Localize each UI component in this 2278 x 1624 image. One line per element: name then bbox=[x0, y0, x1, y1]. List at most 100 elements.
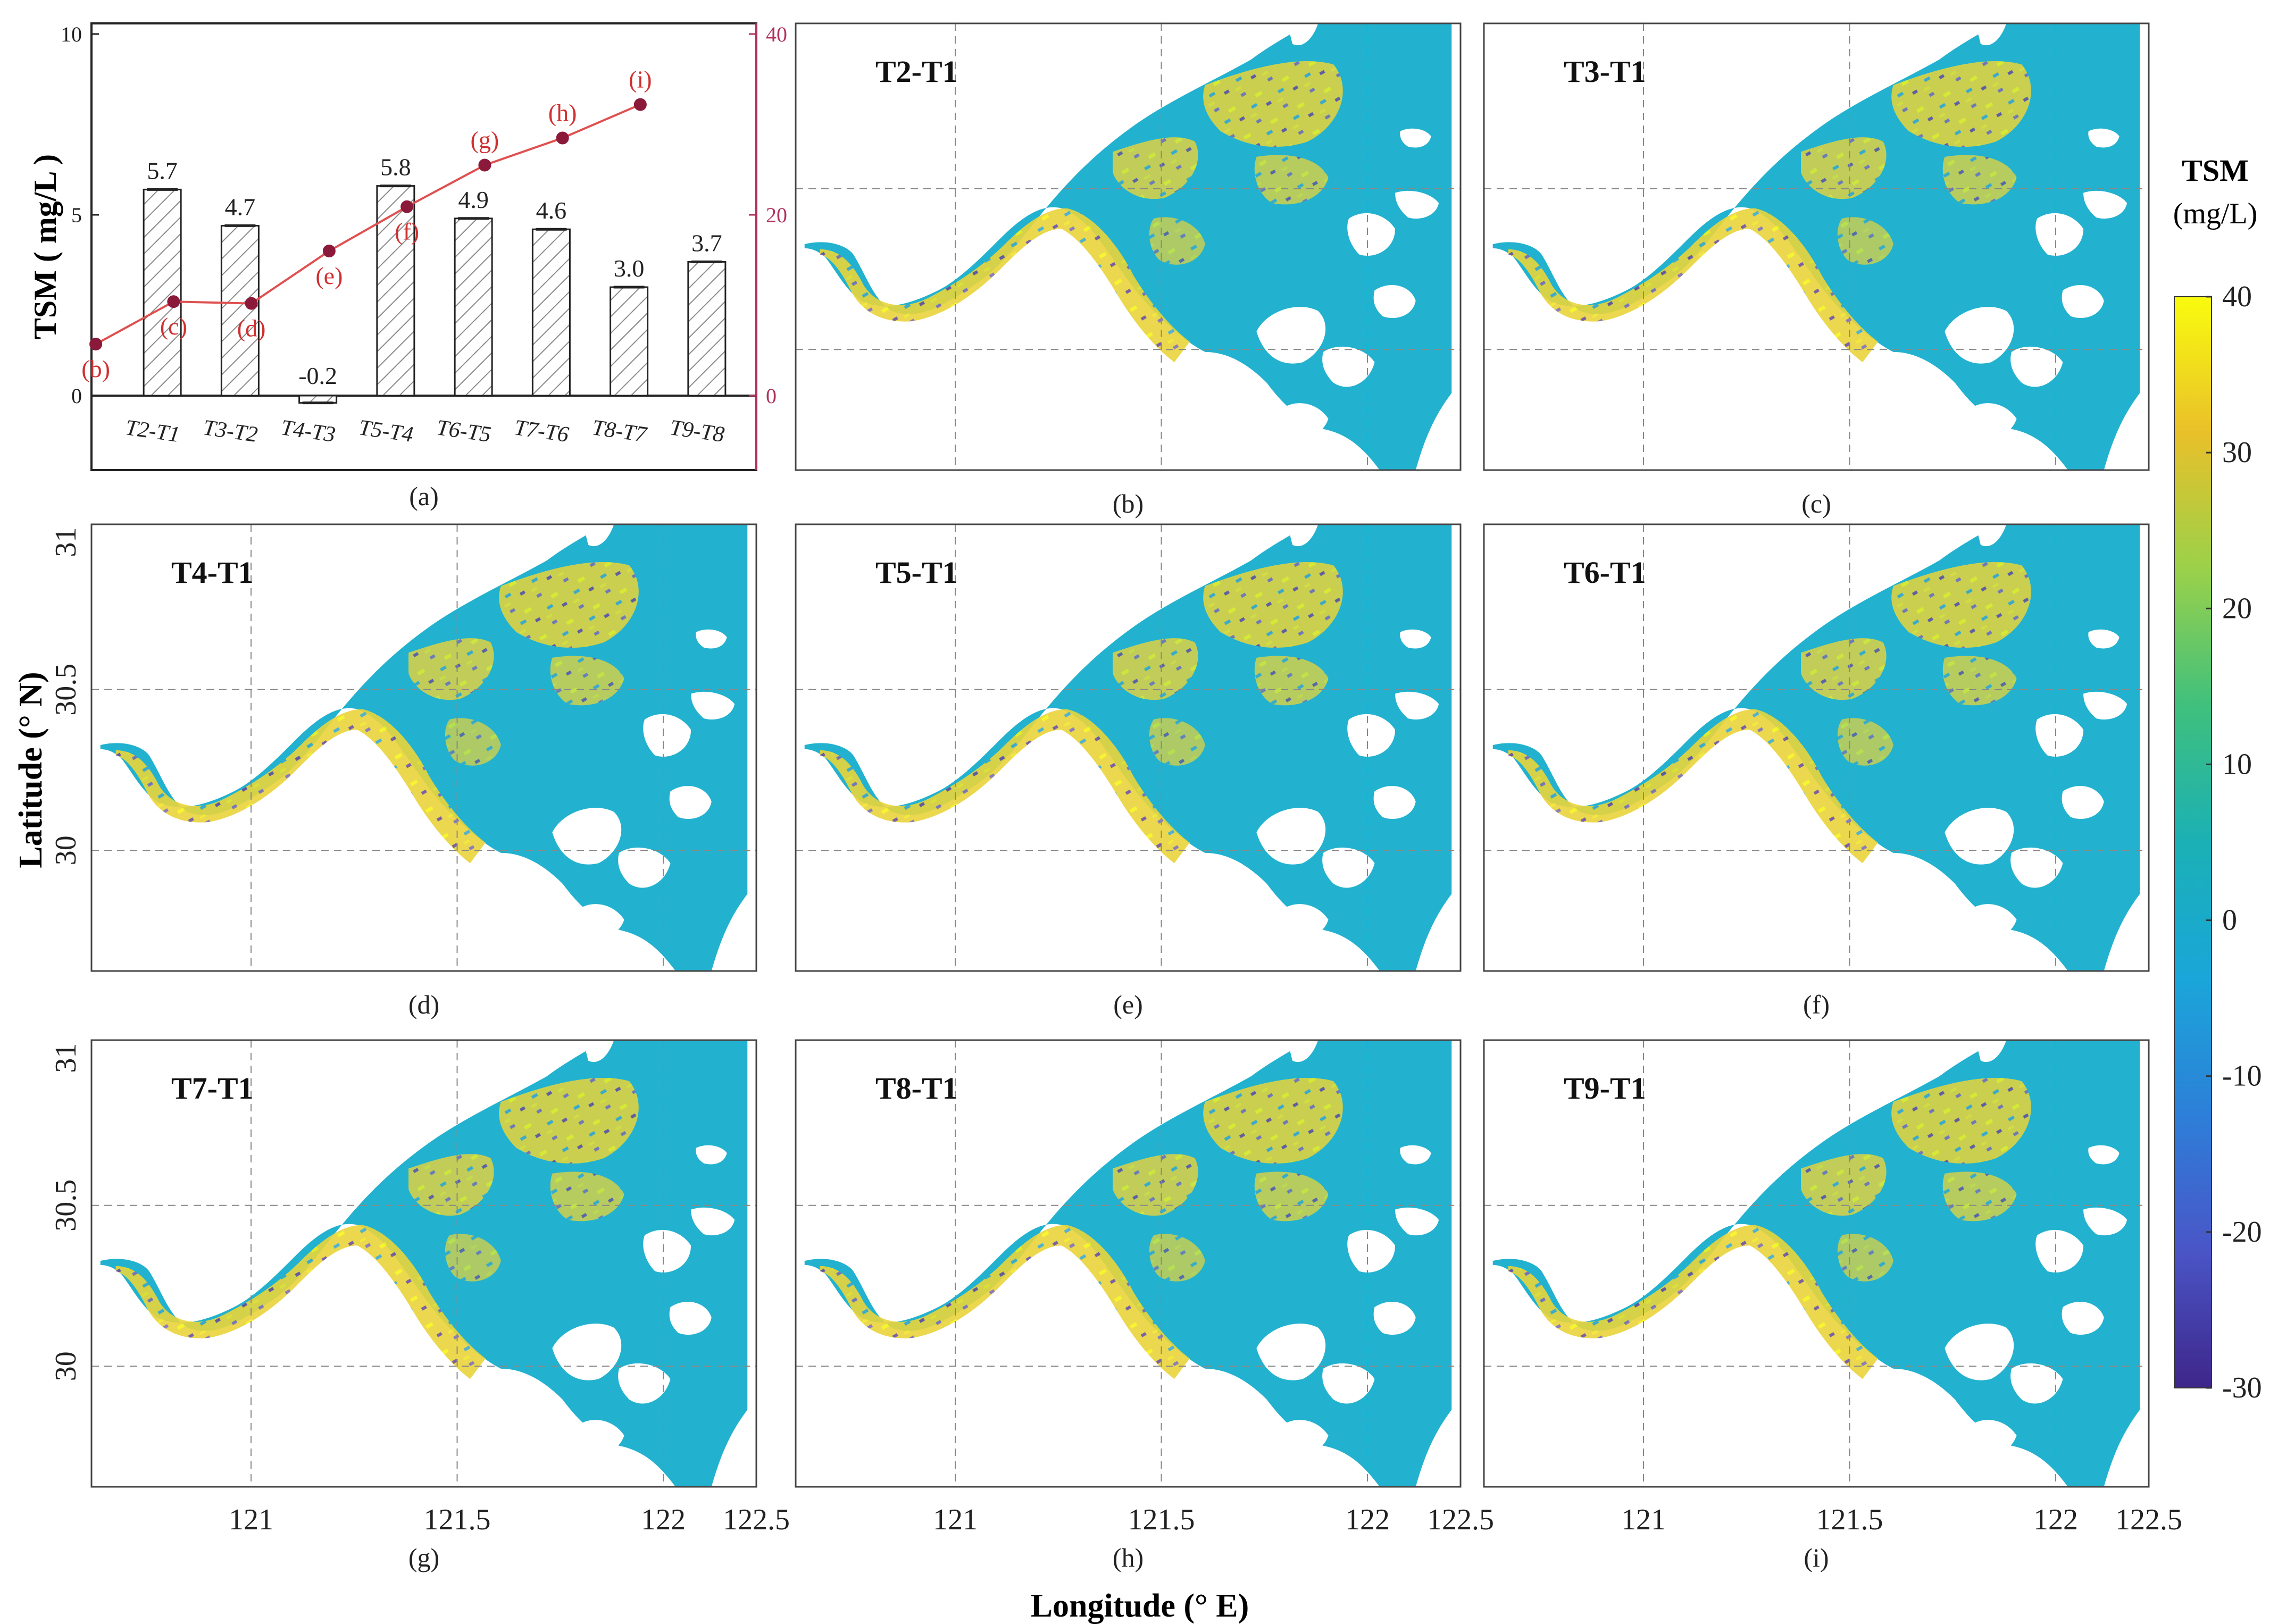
lon-tick-label: 122 bbox=[641, 1503, 686, 1536]
map-title: T3-T1 bbox=[1564, 54, 1646, 89]
map-title: T2-T1 bbox=[875, 54, 958, 89]
colorbar-tick-label: -20 bbox=[2222, 1216, 2262, 1249]
line-marker bbox=[245, 297, 258, 310]
lon-tick-label: 122.5 bbox=[1427, 1503, 1494, 1536]
right-tick-label: 20 bbox=[766, 203, 787, 227]
bar-value-label: 3.0 bbox=[614, 255, 645, 282]
colorbar-tick-label: 20 bbox=[2222, 592, 2252, 625]
map-panel: T9-T1 (i) 121 121.5 122 122.5 bbox=[1483, 1039, 2182, 1572]
map-panel-id: (h) bbox=[1113, 1543, 1144, 1572]
colorbar-unit: (mg/L) bbox=[2173, 197, 2258, 230]
lon-tick-label: 121 bbox=[933, 1503, 978, 1536]
line-marker bbox=[167, 295, 180, 308]
colorbar: TSM (mg/L) 40 30 20 10 0 -10 -20 -30 bbox=[2173, 153, 2262, 1404]
map-panel: T8-T1 (h) 121 121.5 122 122.5 bbox=[795, 1039, 1494, 1572]
line-marker bbox=[400, 200, 414, 213]
map-title: T6-T1 bbox=[1564, 555, 1646, 590]
lat-tick-label: 30.5 bbox=[49, 664, 82, 716]
map-title: T4-T1 bbox=[171, 555, 254, 590]
lon-tick-label: 121 bbox=[229, 1503, 273, 1536]
map-title: T7-T1 bbox=[171, 1071, 254, 1106]
map-frame bbox=[90, 523, 757, 972]
colorbar-tick-label: -30 bbox=[2222, 1371, 2262, 1404]
line-point-label: (d) bbox=[237, 315, 266, 342]
bar-value-label: 5.8 bbox=[380, 154, 411, 181]
map-panel: T6-T1 (f) bbox=[1483, 523, 2150, 1019]
map-title: T9-T1 bbox=[1564, 1071, 1646, 1106]
map-panel: T4-T1 (d) 31 30.5 30 bbox=[49, 523, 757, 1019]
bar bbox=[531, 228, 571, 397]
map-frame bbox=[795, 523, 1462, 972]
map-frame bbox=[1483, 22, 2150, 471]
bar-value-label: 4.9 bbox=[458, 186, 489, 213]
lat-tick-label: 30.5 bbox=[49, 1179, 82, 1232]
lon-tick-label: 121.5 bbox=[1128, 1503, 1195, 1536]
lon-tick-label: 122.5 bbox=[2115, 1503, 2182, 1536]
panel-a-ylabel: TSM ( mg/L ) bbox=[28, 154, 63, 339]
line-marker bbox=[556, 131, 569, 145]
map-panel-id: (g) bbox=[408, 1543, 439, 1572]
colorbar-title: TSM bbox=[2182, 153, 2249, 188]
line-point-label: (f) bbox=[395, 218, 419, 245]
lon-tick-label: 121.5 bbox=[1816, 1503, 1883, 1536]
bar-value-label: 3.7 bbox=[691, 229, 722, 256]
left-tick-label: 5 bbox=[71, 203, 82, 227]
map-frame bbox=[1483, 523, 2150, 972]
bar-value-label: 5.7 bbox=[147, 157, 178, 184]
map-title: T8-T1 bbox=[875, 1071, 958, 1106]
colorbar-tick-label: 40 bbox=[2222, 280, 2252, 313]
map-panel: T2-T1 (b) bbox=[795, 22, 1462, 518]
colorbar-tick-label: 30 bbox=[2222, 436, 2252, 469]
cumulative-line bbox=[95, 103, 641, 345]
lon-tick-label: 122 bbox=[2033, 1503, 2078, 1536]
bar-value-label: 4.7 bbox=[225, 193, 256, 220]
x-axis-label: Longitude (° E) bbox=[1031, 1588, 1249, 1624]
y-axis-label: Latitude (° N) bbox=[13, 672, 49, 868]
lat-tick-label: 31 bbox=[49, 1043, 82, 1073]
map-title: T5-T1 bbox=[875, 555, 958, 590]
line-marker bbox=[322, 245, 336, 257]
bar bbox=[687, 261, 727, 397]
colorbar-gradient bbox=[2174, 296, 2212, 1388]
colorbar-tick-label: 10 bbox=[2222, 748, 2252, 781]
lat-tick-label: 30 bbox=[49, 1351, 82, 1381]
lat-tick-label: 30 bbox=[49, 835, 82, 865]
line-point-label: (i) bbox=[629, 66, 652, 93]
lon-tick-label: 122.5 bbox=[723, 1503, 790, 1536]
colorbar-tick-label: 0 bbox=[2222, 904, 2237, 937]
bar-value-label: 4.6 bbox=[536, 197, 567, 224]
bar bbox=[454, 217, 493, 397]
bar bbox=[143, 188, 182, 397]
left-tick-label: 0 bbox=[71, 384, 82, 408]
map-panel: T7-T1 (g) 31 30.5 30 121 121.5 122 122.5 bbox=[49, 1039, 790, 1572]
map-panel-id: (d) bbox=[408, 990, 439, 1019]
left-tick-label: 10 bbox=[61, 22, 82, 46]
line-marker bbox=[478, 158, 491, 172]
map-panel-id: (f) bbox=[1803, 990, 1830, 1019]
panel-a-bar-chart: 5.74.7-0.25.84.9 4.63.03.7 T2-T1 T3-T2 T4-T… bbox=[28, 22, 787, 511]
line-point-label: (c) bbox=[160, 313, 187, 340]
map-panel-id: (c) bbox=[1801, 489, 1831, 518]
line-point-label: (g) bbox=[471, 127, 499, 154]
panel-a-frame bbox=[90, 22, 757, 471]
line-point-label: (b) bbox=[81, 355, 110, 382]
line-point-label: (h) bbox=[548, 99, 577, 127]
right-tick-label: 40 bbox=[766, 22, 787, 46]
lat-tick-label: 31 bbox=[49, 528, 82, 557]
map-frame bbox=[1483, 1039, 2150, 1488]
map-panel: T5-T1 (e) bbox=[795, 523, 1462, 1019]
map-frame bbox=[795, 22, 1462, 471]
colorbar-tick-label: -10 bbox=[2222, 1060, 2262, 1093]
right-tick-label: 0 bbox=[766, 384, 777, 408]
map-panel-id: (e) bbox=[1113, 990, 1143, 1019]
bar bbox=[376, 185, 415, 397]
lon-tick-label: 121.5 bbox=[424, 1503, 491, 1536]
bar bbox=[610, 286, 649, 397]
lon-tick-label: 121 bbox=[1621, 1503, 1666, 1536]
map-panel-id: (b) bbox=[1113, 489, 1144, 518]
line-marker bbox=[633, 98, 647, 111]
line-point-label: (e) bbox=[315, 262, 343, 289]
map-frame bbox=[90, 1039, 757, 1488]
bar-value-label: -0.2 bbox=[298, 362, 337, 389]
